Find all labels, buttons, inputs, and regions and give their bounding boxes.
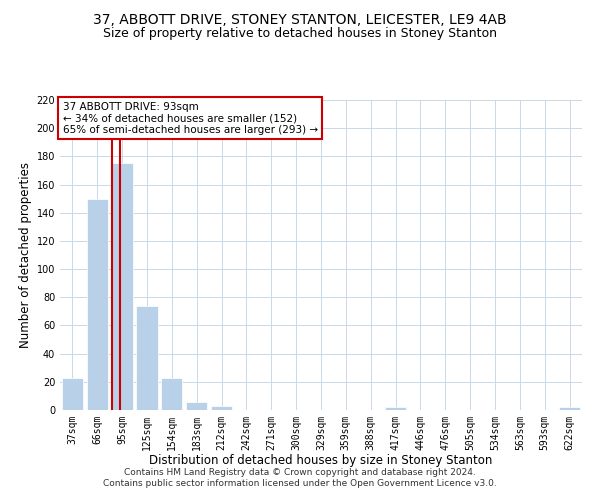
Bar bbox=[186, 402, 207, 410]
Bar bbox=[385, 407, 406, 410]
Bar bbox=[161, 378, 182, 410]
Bar bbox=[62, 378, 83, 410]
Bar bbox=[87, 198, 108, 410]
Bar bbox=[136, 306, 158, 410]
Bar bbox=[559, 407, 580, 410]
Bar bbox=[211, 406, 232, 410]
Text: 37, ABBOTT DRIVE, STONEY STANTON, LEICESTER, LE9 4AB: 37, ABBOTT DRIVE, STONEY STANTON, LEICES… bbox=[93, 12, 507, 26]
Text: Contains HM Land Registry data © Crown copyright and database right 2024.
Contai: Contains HM Land Registry data © Crown c… bbox=[103, 468, 497, 487]
Bar bbox=[112, 164, 133, 410]
Text: 37 ABBOTT DRIVE: 93sqm
← 34% of detached houses are smaller (152)
65% of semi-de: 37 ABBOTT DRIVE: 93sqm ← 34% of detached… bbox=[62, 102, 318, 134]
Y-axis label: Number of detached properties: Number of detached properties bbox=[19, 162, 32, 348]
X-axis label: Distribution of detached houses by size in Stoney Stanton: Distribution of detached houses by size … bbox=[149, 454, 493, 468]
Text: Size of property relative to detached houses in Stoney Stanton: Size of property relative to detached ho… bbox=[103, 28, 497, 40]
